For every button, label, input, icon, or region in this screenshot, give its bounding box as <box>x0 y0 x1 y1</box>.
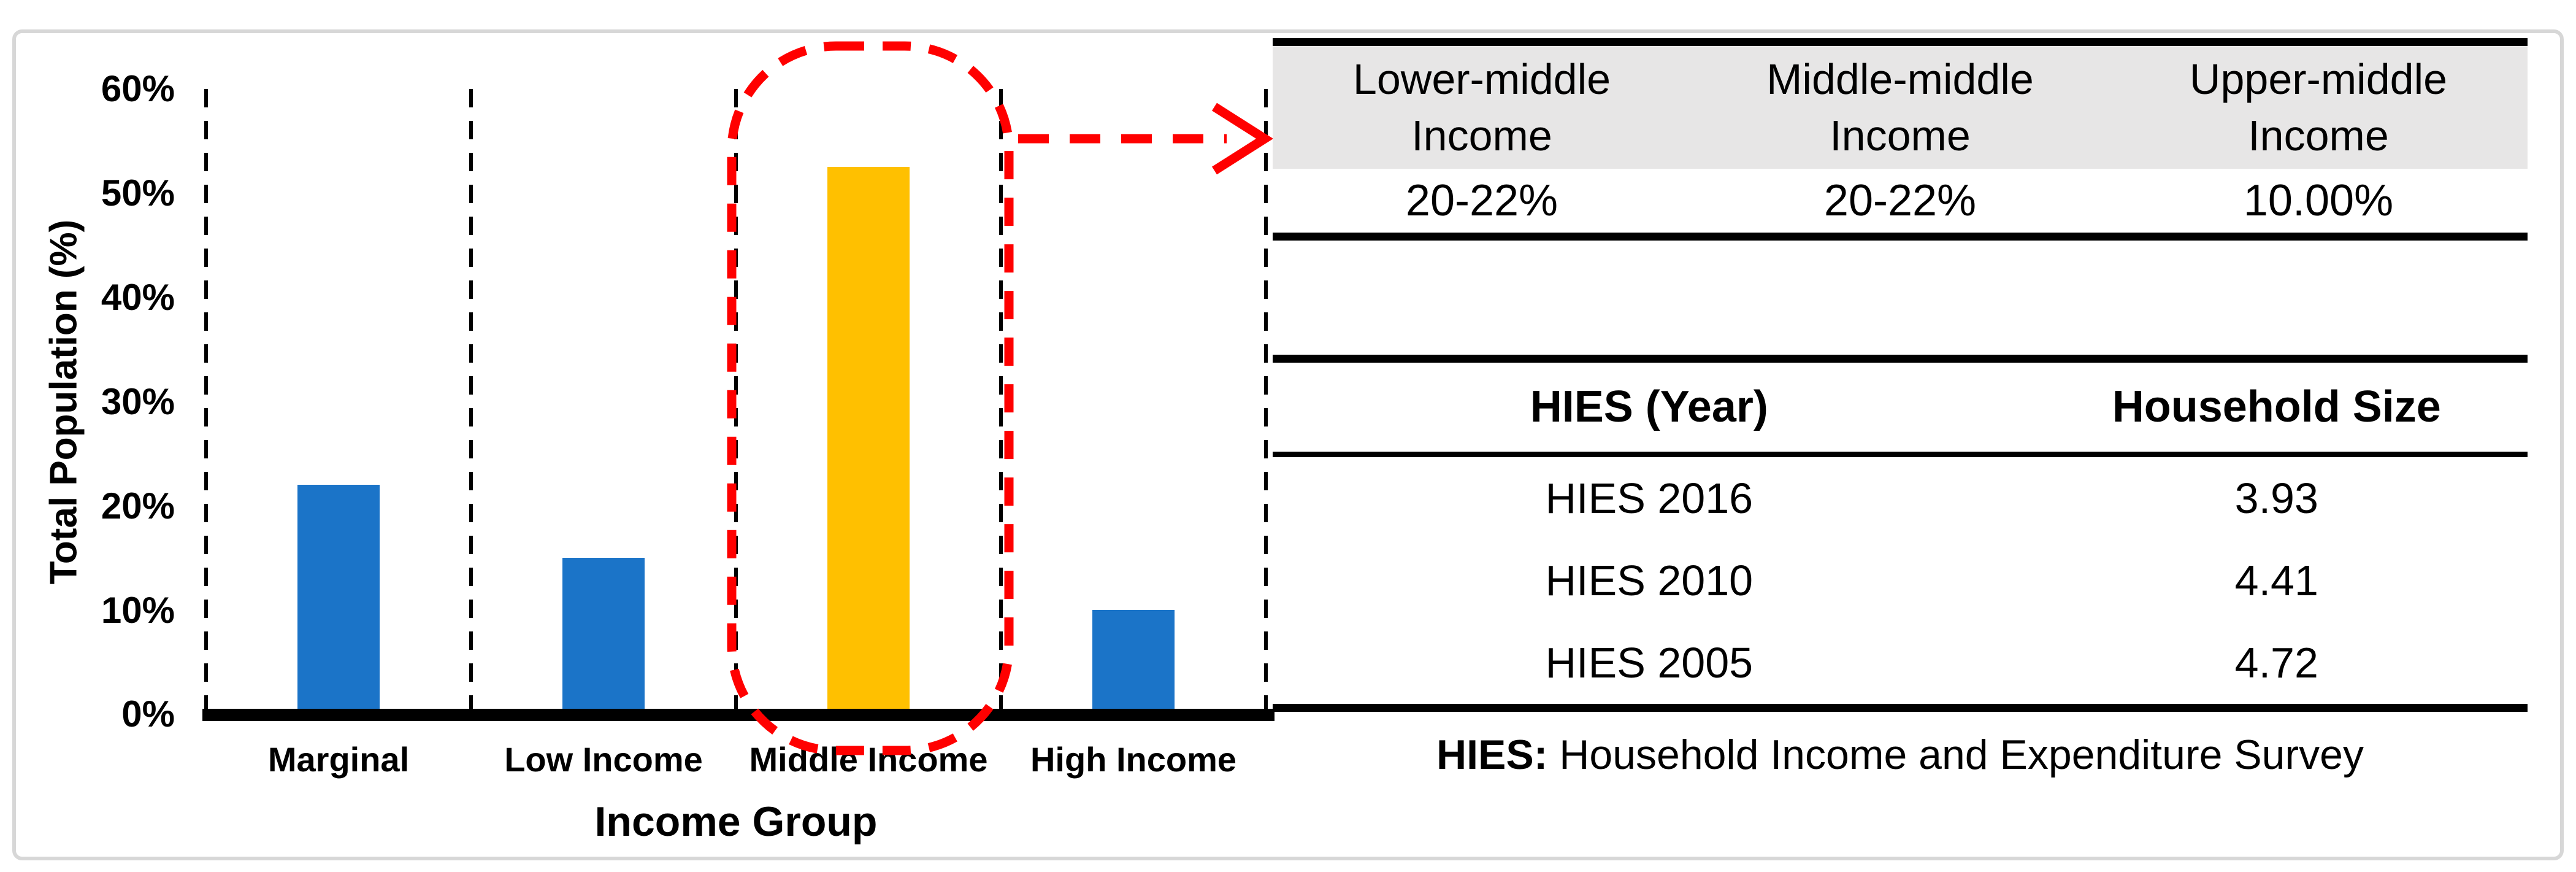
breakdown-value-middle-middle: 20-22% <box>1823 176 1977 225</box>
y-tick-10: 10% <box>101 590 175 631</box>
y-tick-20: 20% <box>101 485 175 527</box>
hies-size-2005: 4.72 <box>2234 639 2318 687</box>
x-label-marginal: Marginal <box>267 740 410 779</box>
bar-low-income <box>562 558 645 714</box>
breakdown-values-row: 20-22% 20-22% 10.00% <box>1273 169 2528 233</box>
x-label-middle-income: Middle Income <box>749 740 988 779</box>
bar-middle-income <box>827 167 910 714</box>
hies-year-2010: HIES 2010 <box>1545 557 1754 604</box>
bar-high-income <box>1092 610 1175 714</box>
x-axis-line <box>202 709 1275 721</box>
hies-size-2010: 4.41 <box>2234 557 2318 604</box>
hies-footnote-definition: Household Income and Expenditure Survey <box>1547 731 2364 778</box>
plot-area <box>206 89 1266 714</box>
breakdown-header-lower-middle: Lower-middle Income <box>1352 55 1611 160</box>
y-tick-60: 60% <box>101 68 175 109</box>
hies-footnote-term: HIES: <box>1436 731 1548 778</box>
y-tick-40: 40% <box>101 277 175 318</box>
hies-year-2005: HIES 2005 <box>1545 639 1754 687</box>
x-label-low-income: Low Income <box>504 740 703 779</box>
breakdown-value-upper-middle: 10.00% <box>2243 176 2394 225</box>
breakdown-header-row: Lower-middle Income Middle-middle Income… <box>1273 46 2528 169</box>
table-row: HIES 2016 3.93 <box>1273 457 2528 539</box>
table-row: HIES 2005 4.72 <box>1273 622 2528 704</box>
x-label-high-income: High Income <box>1030 740 1237 779</box>
x-axis-title: Income Group <box>594 798 878 845</box>
y-tick-0: 0% <box>121 693 175 735</box>
breakdown-header-middle-middle: Middle-middle Income <box>1766 55 2034 160</box>
hies-footnote: HIES: Household Income and Expenditure S… <box>1273 727 2528 782</box>
hies-header-year: HIES (Year) <box>1530 382 1768 431</box>
hies-header-size: Household Size <box>2112 382 2441 431</box>
table-row: HIES 2010 4.41 <box>1273 539 2528 622</box>
breakdown-header-upper-middle: Upper-middle Income <box>2189 55 2448 160</box>
hies-table: HIES (Year) Household Size HIES 2016 3.9… <box>1273 355 2528 712</box>
middle-income-breakdown-table: Lower-middle Income Middle-middle Income… <box>1273 38 2528 241</box>
y-tick-30: 30% <box>101 381 175 422</box>
hies-size-2016: 3.93 <box>2234 474 2318 522</box>
hies-header-row: HIES (Year) Household Size <box>1273 363 2528 457</box>
bar-marginal <box>297 485 380 714</box>
breakdown-value-lower-middle: 20-22% <box>1405 176 1558 225</box>
y-tick-50: 50% <box>101 172 175 214</box>
hies-year-2016: HIES 2016 <box>1545 474 1754 522</box>
